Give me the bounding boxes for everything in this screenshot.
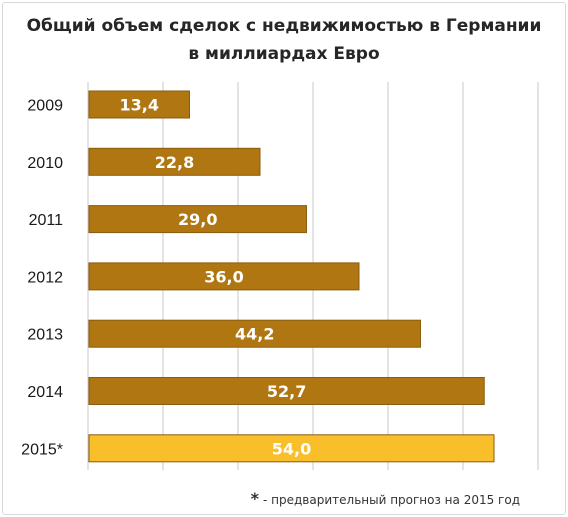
data-label: 22,8 (155, 153, 194, 172)
footnote: * - предварительный прогноз на 2015 год (251, 489, 520, 508)
category-label: 2011 (29, 212, 64, 229)
footnote-star: * (250, 489, 260, 508)
category-label: 2015* (21, 441, 63, 458)
category-label: 2009 (27, 98, 63, 115)
bar (88, 319, 421, 348)
category-label: 2012 (27, 269, 63, 286)
data-label: 29,0 (178, 210, 217, 229)
bar (88, 147, 261, 176)
data-label: 13,4 (120, 96, 159, 115)
bar (88, 90, 190, 119)
bar (88, 205, 307, 234)
bar (88, 262, 360, 291)
category-label: 2013 (27, 327, 63, 344)
category-label: 2010 (27, 155, 63, 172)
chart-title-line1: Общий объем сделок с недвижимостью в Гер… (26, 16, 542, 36)
bar (88, 434, 495, 463)
bar (88, 377, 485, 405)
chart-title-line2: в миллиардах Евро (188, 44, 380, 64)
footnote-text: - предварительный прогноз на 2015 год (263, 493, 520, 507)
category-label: 2014 (27, 384, 63, 401)
data-label: 54,0 (272, 439, 311, 458)
data-label: 36,0 (204, 267, 243, 286)
data-label: 52,7 (267, 382, 306, 401)
data-label: 44,2 (235, 325, 274, 344)
